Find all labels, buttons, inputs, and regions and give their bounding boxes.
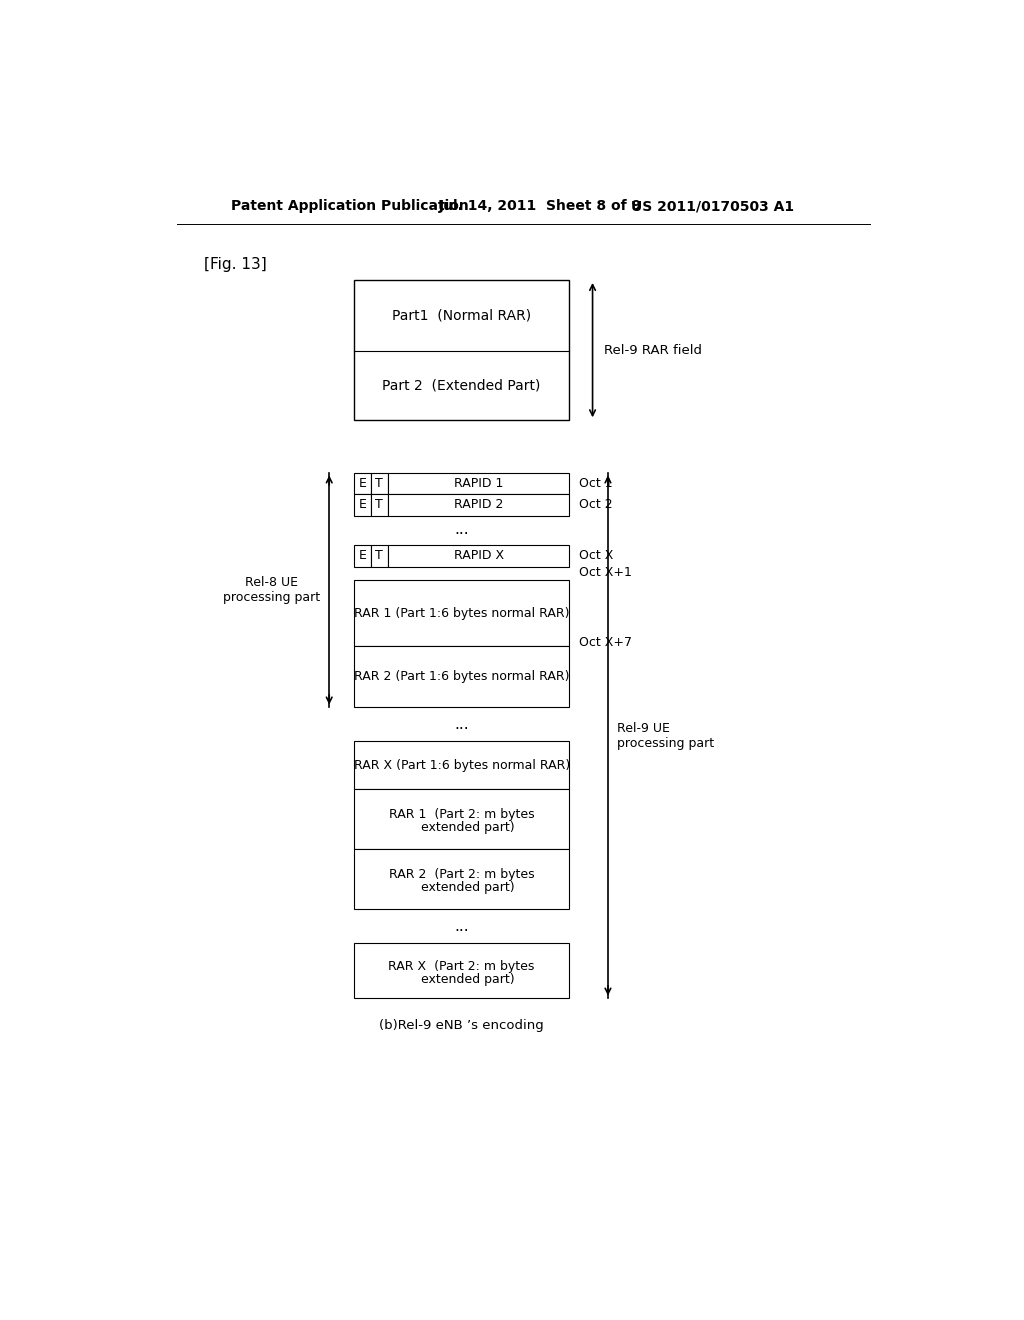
Text: E: E [358,499,367,511]
Bar [354,849,569,909]
Bar [354,789,569,849]
Text: extended part): extended part) [409,880,514,894]
Text: Rel-8 UE
processing part: Rel-8 UE processing part [223,576,319,605]
Bar [354,473,371,494]
Text: Rel-9 UE
processing part: Rel-9 UE processing part [617,722,715,750]
Text: ...: ... [455,717,469,731]
Text: Patent Application Publication: Patent Application Publication [230,199,468,213]
Bar [388,494,569,516]
Text: Oct X: Oct X [579,549,613,562]
Text: Oct X+7: Oct X+7 [579,636,632,649]
Bar [354,494,371,516]
Text: US 2011/0170503 A1: US 2011/0170503 A1 [631,199,795,213]
Text: Oct X+1: Oct X+1 [579,566,632,579]
Bar [388,473,569,494]
Text: Oct 1: Oct 1 [579,477,612,490]
Text: E: E [358,477,367,490]
Text: E: E [358,549,367,562]
Bar [354,942,569,998]
Text: [Fig. 13]: [Fig. 13] [204,257,266,272]
Bar [354,581,569,645]
Text: Rel-9 RAR field: Rel-9 RAR field [604,343,702,356]
Bar [354,645,569,708]
Text: RAR 1  (Part 2: m bytes: RAR 1 (Part 2: m bytes [389,808,535,821]
Text: T: T [376,477,383,490]
Bar [371,494,388,516]
Text: Part 2  (Extended Part): Part 2 (Extended Part) [383,379,541,392]
Text: RAR 1 (Part 1:6 bytes normal RAR): RAR 1 (Part 1:6 bytes normal RAR) [354,607,569,619]
Text: Part1  (Normal RAR): Part1 (Normal RAR) [392,309,531,322]
Text: ...: ... [455,521,469,537]
Text: (b)Rel-9 eNB ’s encoding: (b)Rel-9 eNB ’s encoding [379,1019,544,1032]
Text: T: T [376,499,383,511]
Text: ...: ... [455,919,469,933]
Bar [388,545,569,566]
Text: Jul. 14, 2011  Sheet 8 of 9: Jul. 14, 2011 Sheet 8 of 9 [438,199,642,213]
Text: RAR 2  (Part 2: m bytes: RAR 2 (Part 2: m bytes [389,869,535,880]
Text: extended part): extended part) [409,973,514,986]
Bar [371,473,388,494]
Text: extended part): extended part) [409,821,514,834]
Text: RAR X (Part 1:6 bytes normal RAR): RAR X (Part 1:6 bytes normal RAR) [353,759,569,772]
Bar [354,545,371,566]
Text: RAPID 2: RAPID 2 [454,499,503,511]
Text: Oct 2: Oct 2 [579,499,612,511]
Text: RAR X  (Part 2: m bytes: RAR X (Part 2: m bytes [388,960,535,973]
Bar [371,545,388,566]
Bar [354,742,569,789]
Text: RAR 2 (Part 1:6 bytes normal RAR): RAR 2 (Part 1:6 bytes normal RAR) [354,671,569,684]
Text: RAPID 1: RAPID 1 [454,477,503,490]
Text: T: T [376,549,383,562]
Bar [354,280,569,420]
Text: RAPID X: RAPID X [454,549,504,562]
